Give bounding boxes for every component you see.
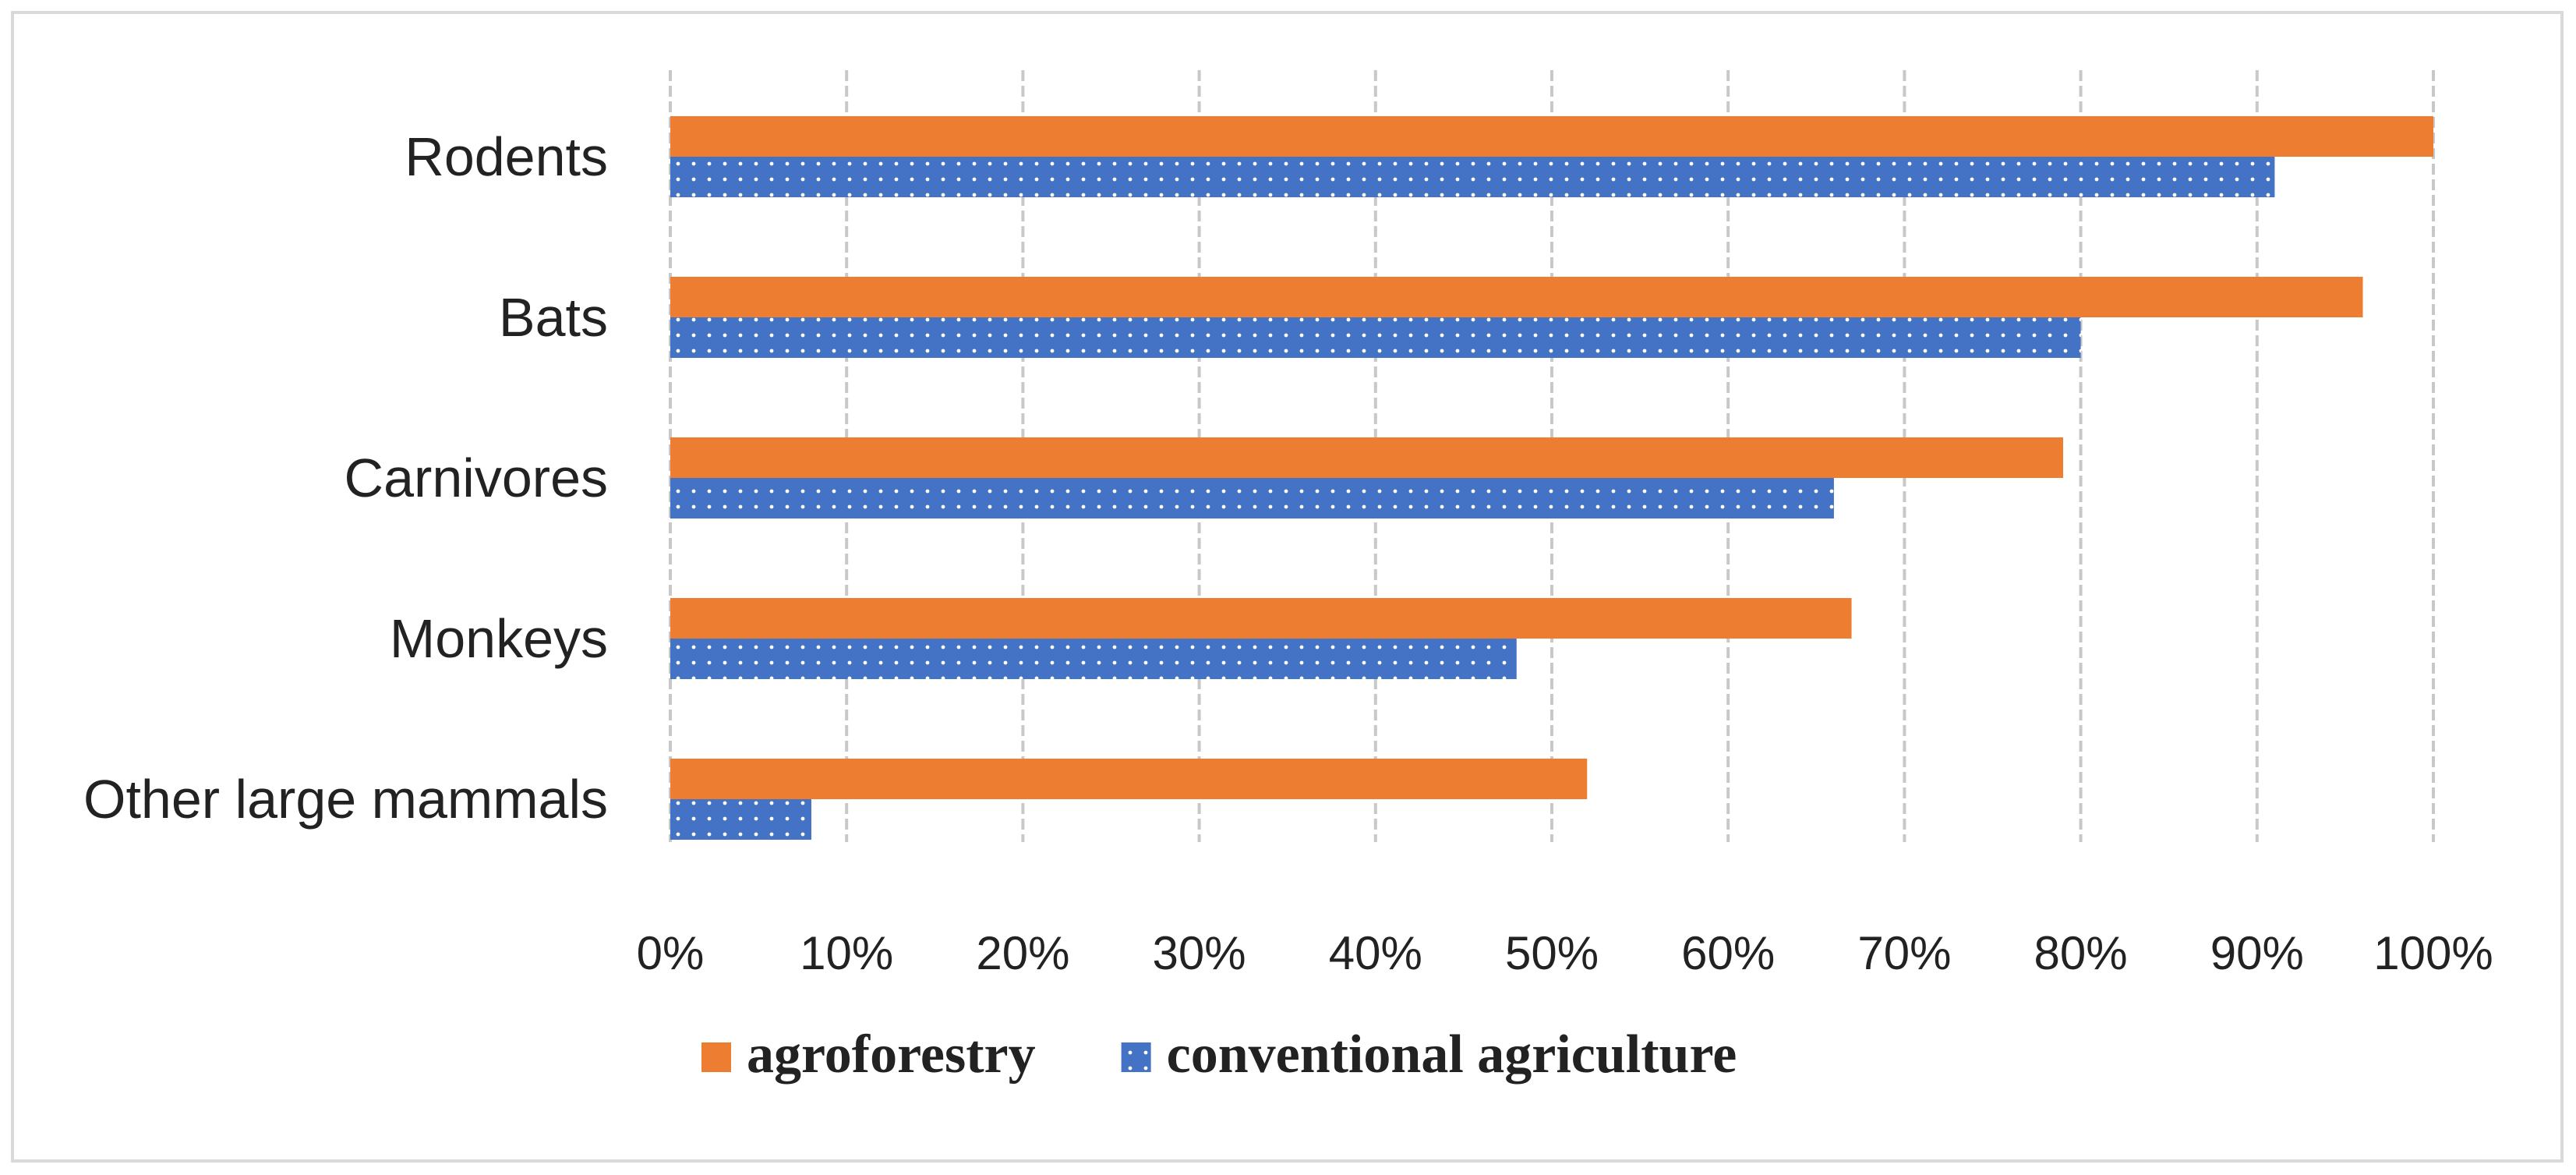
category-label-rodents: Rodents	[405, 126, 608, 187]
bar-agroforestry-other-large-mammals	[670, 759, 1588, 799]
bar-agroforestry-rodents	[670, 116, 2433, 157]
legend: agroforestry conventional agriculture	[701, 1025, 1737, 1085]
x-tick-80: 80%	[2034, 927, 2128, 979]
x-tick-70: 70%	[1857, 927, 1951, 979]
x-tick-30: 30%	[1153, 927, 1246, 979]
x-tick-0: 0%	[637, 927, 705, 979]
bar-conventional-agriculture-carnivores	[670, 478, 1834, 518]
gridlines	[669, 70, 2435, 842]
category-label-bats: Bats	[499, 287, 608, 348]
bar-conventional-agriculture-bats	[670, 317, 2081, 358]
category-label-carnivores: Carnivores	[345, 448, 608, 508]
x-tick-60: 60%	[1681, 927, 1775, 979]
bar-agroforestry-carnivores	[670, 437, 2063, 478]
x-tick-90: 90%	[2210, 927, 2304, 979]
x-tick-10: 10%	[800, 927, 893, 979]
x-tick-50: 50%	[1505, 927, 1599, 979]
legend-label-conventional-agriculture: conventional agriculture	[1167, 1025, 1737, 1085]
bars	[670, 116, 2433, 840]
bar-conventional-agriculture-monkeys	[670, 639, 1517, 679]
x-tick-40: 40%	[1329, 927, 1422, 979]
x-tick-100: 100%	[2373, 927, 2493, 979]
category-labels: Rodents Bats Carnivores Monkeys Other large …	[83, 126, 608, 830]
category-label-other-large-mammals: Other large mammals	[83, 769, 608, 830]
legend-swatch-agroforestry	[701, 1042, 731, 1072]
category-label-monkeys: Monkeys	[390, 608, 608, 669]
x-axis-ticks: 0% 10% 20% 30% 40% 50% 60% 70% 80% 90% 100%	[637, 927, 2493, 979]
bar-conventional-agriculture-other-large-mammals	[670, 799, 811, 840]
bar-conventional-agriculture-rodents	[670, 157, 2275, 197]
chart-frame	[11, 11, 2564, 1163]
x-tick-20: 20%	[976, 927, 1069, 979]
bar-agroforestry-bats	[670, 277, 2363, 317]
bar-agroforestry-monkeys	[670, 598, 1852, 639]
legend-label-agroforestry: agroforestry	[747, 1025, 1036, 1085]
legend-swatch-conventional-agriculture	[1121, 1042, 1151, 1072]
